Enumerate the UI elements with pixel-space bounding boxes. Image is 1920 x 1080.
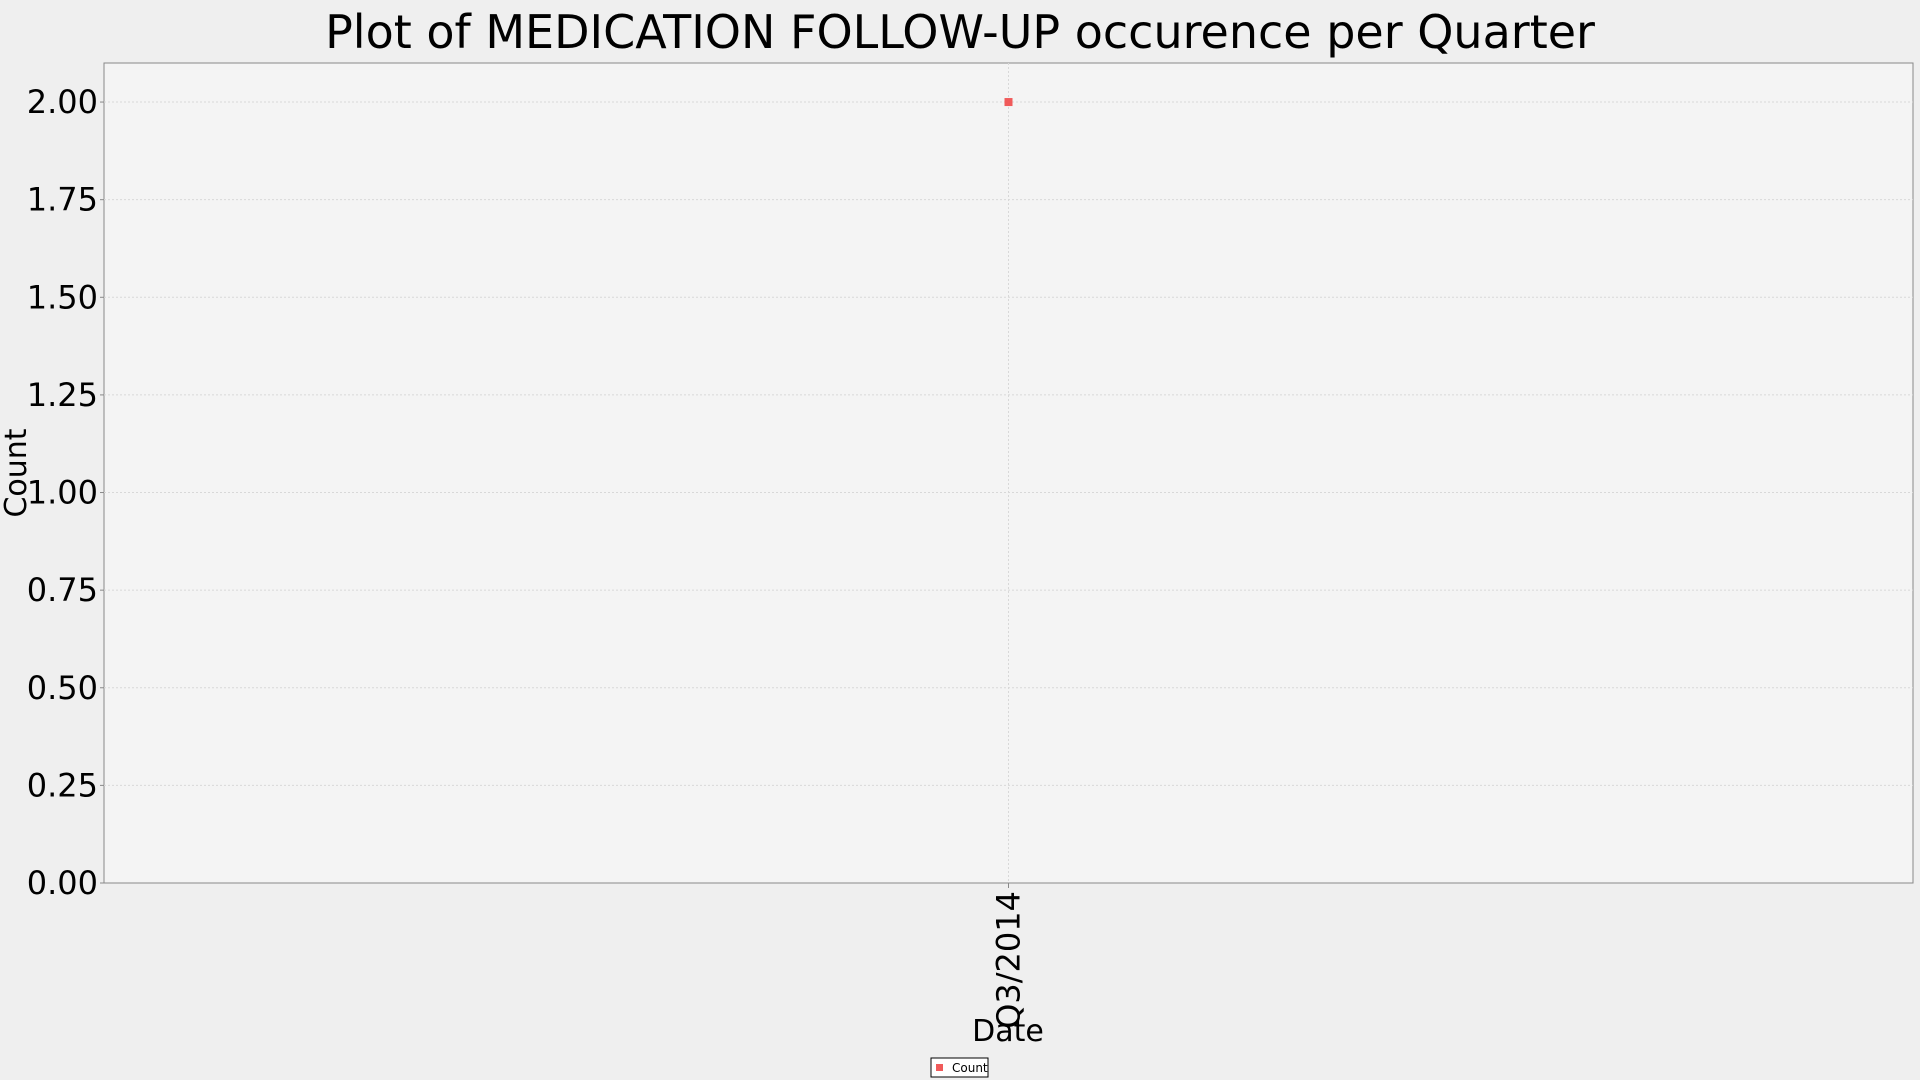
x-tick-label: Q3/2014 bbox=[990, 891, 1028, 1029]
x-axis: Q3/2014 bbox=[990, 883, 1028, 1029]
legend-label: Count bbox=[952, 1061, 988, 1075]
y-tick-label: 1.25 bbox=[27, 376, 98, 414]
legend-box bbox=[930, 1057, 989, 1078]
y-tick-label: 0.25 bbox=[27, 766, 98, 804]
y-tick-label: 2.00 bbox=[27, 83, 98, 121]
data-points bbox=[1004, 98, 1013, 107]
chart-title: Plot of MEDICATION FOLLOW-UP occurence p… bbox=[325, 5, 1595, 59]
y-tick-label: 0.75 bbox=[27, 571, 98, 609]
y-axis-label: Count bbox=[0, 428, 34, 517]
y-axis: 0.00 0.25 0.50 0.75 1.00 1.25 1.50 1.75 2.00 bbox=[27, 83, 104, 902]
y-tick-label: 0.50 bbox=[27, 669, 98, 707]
x-axis-label: Date bbox=[972, 1014, 1044, 1049]
legend-marker bbox=[936, 1064, 943, 1071]
y-tick-label: 1.50 bbox=[27, 278, 98, 316]
y-tick-label: 1.00 bbox=[27, 474, 98, 512]
y-tick-label: 1.75 bbox=[27, 181, 98, 219]
data-point bbox=[1004, 98, 1013, 107]
y-tick-label: 0.00 bbox=[27, 864, 98, 902]
grid bbox=[104, 63, 1913, 883]
legend: Count bbox=[930, 1057, 989, 1078]
